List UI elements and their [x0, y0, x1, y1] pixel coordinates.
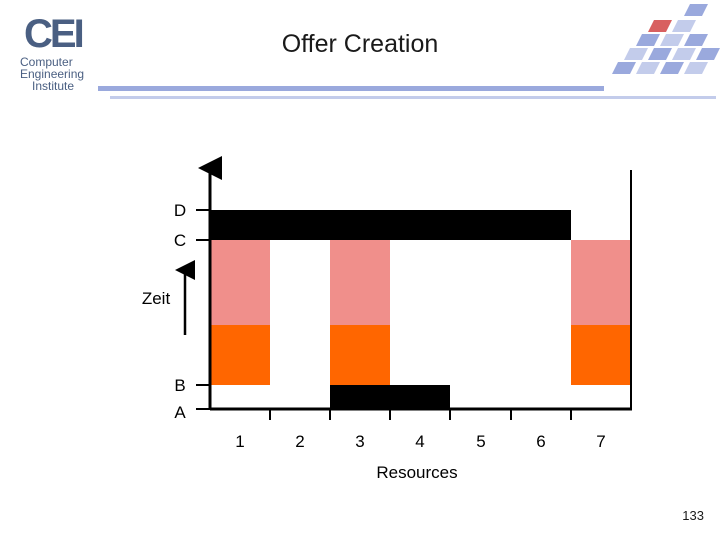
block-c-to-d-black: [210, 210, 571, 240]
header-divider: [98, 86, 604, 91]
logo-line-computer: Computer: [20, 55, 73, 69]
x-tick-label-5: 5: [476, 432, 485, 451]
block-resource1-orange: [210, 325, 270, 385]
marker-a-label: A: [174, 403, 186, 422]
x-axis-label: Resources: [376, 463, 457, 482]
checker-pattern: [612, 4, 720, 74]
x-tick-label-4: 4: [415, 432, 424, 451]
logo-letters: CEI: [24, 12, 85, 56]
x-tick-label-7: 7: [596, 432, 605, 451]
block-a-to-b-black: [330, 385, 450, 409]
slide-number: 133: [682, 508, 704, 523]
corner-decoration: [612, 4, 720, 74]
block-resource1-pink: [210, 240, 270, 325]
slide-title: Offer Creation: [281, 30, 439, 58]
cei-logo: CEI Computer Engineering Institute: [18, 12, 98, 92]
x-tick-label-6: 6: [536, 432, 545, 451]
header-divider-thin: [110, 96, 716, 99]
marker-d-label: D: [174, 201, 186, 220]
x-tick-label-2: 2: [295, 432, 304, 451]
x-tick-label-1: 1: [235, 432, 244, 451]
marker-b-label: B: [174, 376, 185, 395]
block-resource7-pink: [571, 240, 630, 325]
block-resource3-orange: [330, 325, 390, 385]
marker-c-label: C: [174, 231, 186, 250]
logo-line-engineering: Engineering: [20, 67, 85, 81]
block-resource7-orange: [571, 325, 630, 385]
x-tick-label-3: 3: [355, 432, 364, 451]
y-axis-label: Zeit: [142, 289, 171, 308]
block-resource3-pink: [330, 240, 390, 325]
logo-line-institute: Institute: [32, 79, 75, 93]
